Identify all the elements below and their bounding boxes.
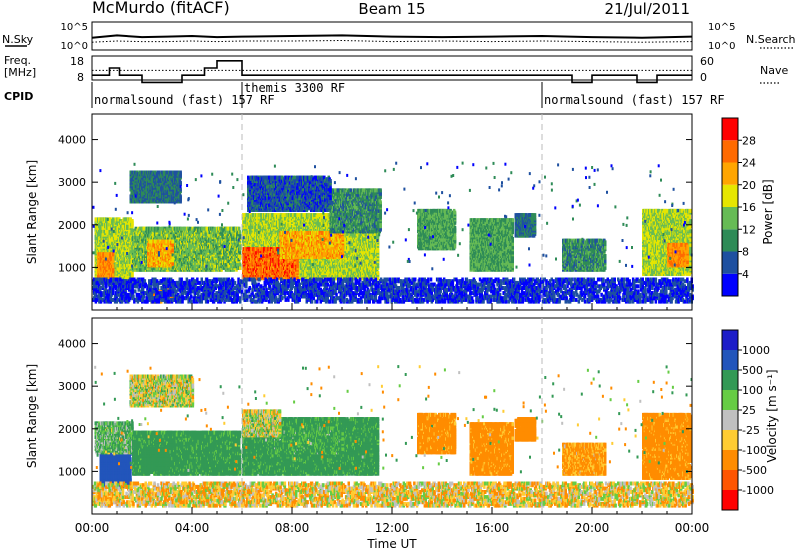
noise-right-label: N.Search bbox=[746, 33, 796, 46]
nave-right-tick-bottom: 0 bbox=[700, 71, 707, 84]
noise-sky-line bbox=[92, 41, 692, 43]
station-title: McMurdo (fitACF) bbox=[92, 0, 230, 17]
data-cell bbox=[131, 219, 134, 223]
cpid-segment-label: normalsound (fast) 157 RF bbox=[94, 93, 275, 107]
nave-label: Nave bbox=[760, 64, 788, 77]
noise-right-tick-bottom: 10^0 bbox=[708, 41, 735, 52]
noise-left-tick-bottom: 10^0 bbox=[61, 41, 88, 52]
beam-title: Beam 15 bbox=[358, 0, 425, 18]
date-title: 21/Jul/2011 bbox=[605, 0, 690, 18]
cpid-segment-label: normalsound (fast) 157 RF bbox=[544, 93, 725, 107]
cpid-segment-label: themis 3300 RF bbox=[244, 81, 345, 95]
radar-figure: McMurdo (fitACF) Beam 15 21/Jul/2011 N.S… bbox=[0, 0, 800, 554]
noise-left-tick-top: 10^5 bbox=[61, 22, 88, 33]
freq-lines bbox=[92, 61, 692, 83]
noise-right-tick-top: 10^5 bbox=[708, 22, 735, 33]
noise-lines bbox=[92, 35, 692, 42]
freq-left-tick-top: 18 bbox=[70, 55, 84, 68]
noise-left-label: N.Sky bbox=[2, 33, 34, 46]
freq-label-line2: [MHz] bbox=[4, 66, 36, 79]
frequency-line bbox=[92, 61, 692, 83]
cpid-label: CPID bbox=[4, 90, 33, 103]
freq-left-tick-bottom: 8 bbox=[77, 71, 84, 84]
noise-search-line bbox=[92, 35, 692, 37]
nave-right-tick-top: 60 bbox=[700, 55, 714, 68]
